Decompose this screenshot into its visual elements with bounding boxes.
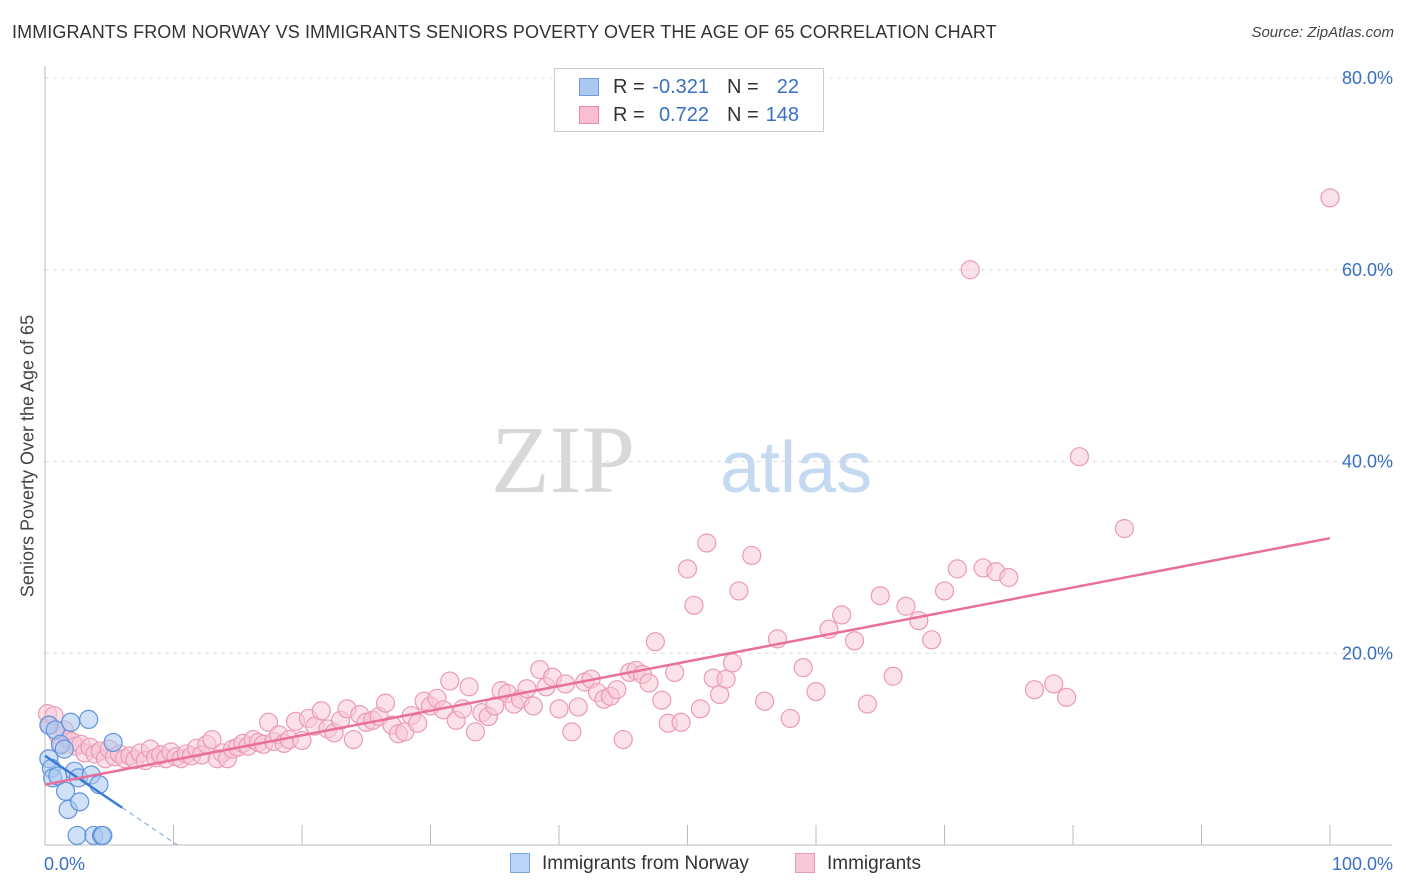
x-tick-label: 100.0%: [1332, 854, 1393, 874]
trendline-norway-extension: [121, 807, 178, 846]
watermark-zip: ZIP: [491, 406, 635, 513]
trend-lines: [44, 536, 1331, 846]
point-immigrants: [1114, 519, 1135, 539]
watermark: ZIP atlas: [491, 406, 872, 513]
n-value: 148: [765, 104, 799, 126]
point-immigrants: [549, 699, 569, 719]
y-tick-label: 40.0%: [1342, 452, 1393, 472]
point-immigrants: [639, 673, 659, 693]
y-tick-label: 20.0%: [1342, 643, 1393, 663]
x-tick-label: 0.0%: [44, 854, 85, 874]
point-immigrants: [754, 691, 775, 711]
axes: [44, 66, 1392, 846]
legend-swatch-immigrants: [795, 853, 815, 873]
stats-swatch-norway: [579, 78, 599, 96]
point-immigrants: [311, 701, 331, 721]
data-points: [37, 188, 1340, 846]
point-immigrants: [960, 260, 980, 280]
legend-swatch-norway: [510, 853, 530, 873]
point-immigrants: [999, 567, 1019, 588]
point-immigrants: [832, 605, 852, 625]
point-norway: [67, 825, 87, 846]
point-immigrants: [440, 671, 460, 691]
stats-swatch-immigrants: [579, 106, 599, 124]
point-immigrants: [780, 708, 800, 729]
point-immigrants: [690, 699, 710, 719]
watermark-atlas: atlas: [720, 428, 872, 508]
point-immigrants: [922, 630, 942, 650]
point-immigrants: [883, 666, 903, 686]
point-immigrants: [459, 677, 479, 697]
point-norway: [93, 825, 113, 846]
point-immigrants: [844, 631, 865, 651]
point-immigrants: [870, 586, 890, 606]
point-immigrants: [517, 679, 537, 699]
point-norway: [79, 709, 99, 730]
point-immigrants: [677, 559, 698, 579]
point-immigrants: [1069, 447, 1090, 467]
point-norway: [54, 739, 74, 759]
point-immigrants: [613, 729, 633, 750]
point-immigrants: [729, 581, 749, 601]
point-immigrants: [1044, 674, 1064, 694]
point-norway: [61, 712, 81, 732]
point-immigrants: [1320, 188, 1340, 208]
n-value: 22: [776, 76, 799, 98]
point-immigrants: [793, 658, 813, 678]
point-immigrants: [947, 559, 967, 579]
source-label: Source: ZipAtlas.com: [1251, 24, 1394, 41]
point-norway: [70, 792, 90, 812]
trendline-immigrants: [44, 536, 1331, 786]
point-immigrants: [716, 669, 736, 689]
point-immigrants: [742, 545, 762, 566]
grid-lines: [45, 77, 1392, 654]
point-immigrants: [1024, 680, 1045, 700]
point-immigrants: [607, 680, 627, 700]
point-immigrants: [562, 722, 582, 742]
point-immigrants: [652, 690, 672, 710]
point-immigrants: [671, 712, 691, 732]
point-immigrants: [523, 696, 543, 716]
point-immigrants: [343, 729, 363, 750]
point-immigrants: [697, 533, 717, 553]
point-immigrants: [202, 729, 222, 750]
trendline-norway: [44, 754, 123, 809]
point-immigrants: [896, 596, 916, 616]
point-norway: [103, 732, 123, 753]
point-immigrants: [806, 681, 826, 702]
r-value: 0.722: [658, 104, 709, 126]
n-label: N =: [727, 104, 759, 126]
chart-title: IMMIGRANTS FROM NORWAY VS IMMIGRANTS SEN…: [12, 22, 997, 42]
point-immigrants: [645, 632, 665, 652]
r-label: R =: [613, 104, 645, 126]
point-immigrants: [909, 611, 929, 631]
point-immigrants: [857, 694, 878, 714]
legend-label-norway: Immigrants from Norway: [542, 853, 749, 874]
point-immigrants: [408, 713, 428, 733]
tick-labels: 20.0% 40.0% 60.0% 80.0% 0.0% 100.0%: [44, 68, 1393, 874]
r-value: -0.321: [652, 76, 709, 98]
n-label: N =: [727, 76, 759, 98]
point-immigrants: [684, 595, 704, 615]
point-immigrants: [568, 697, 588, 717]
stats-box: R = -0.321 N = 22 R = 0.722 N = 148: [554, 68, 824, 132]
y-axis-label: Seniors Poverty Over the Age of 65: [17, 314, 38, 598]
point-immigrants: [722, 653, 743, 673]
y-tick-label: 60.0%: [1342, 260, 1393, 280]
point-immigrants: [258, 712, 279, 732]
r-label: R =: [613, 76, 645, 98]
legend-label-immigrants: Immigrants: [827, 853, 921, 874]
point-immigrants: [465, 722, 486, 742]
point-immigrants: [934, 581, 955, 601]
y-tick-label: 80.0%: [1342, 68, 1393, 88]
point-immigrants: [375, 693, 396, 713]
point-immigrants: [1056, 687, 1077, 707]
